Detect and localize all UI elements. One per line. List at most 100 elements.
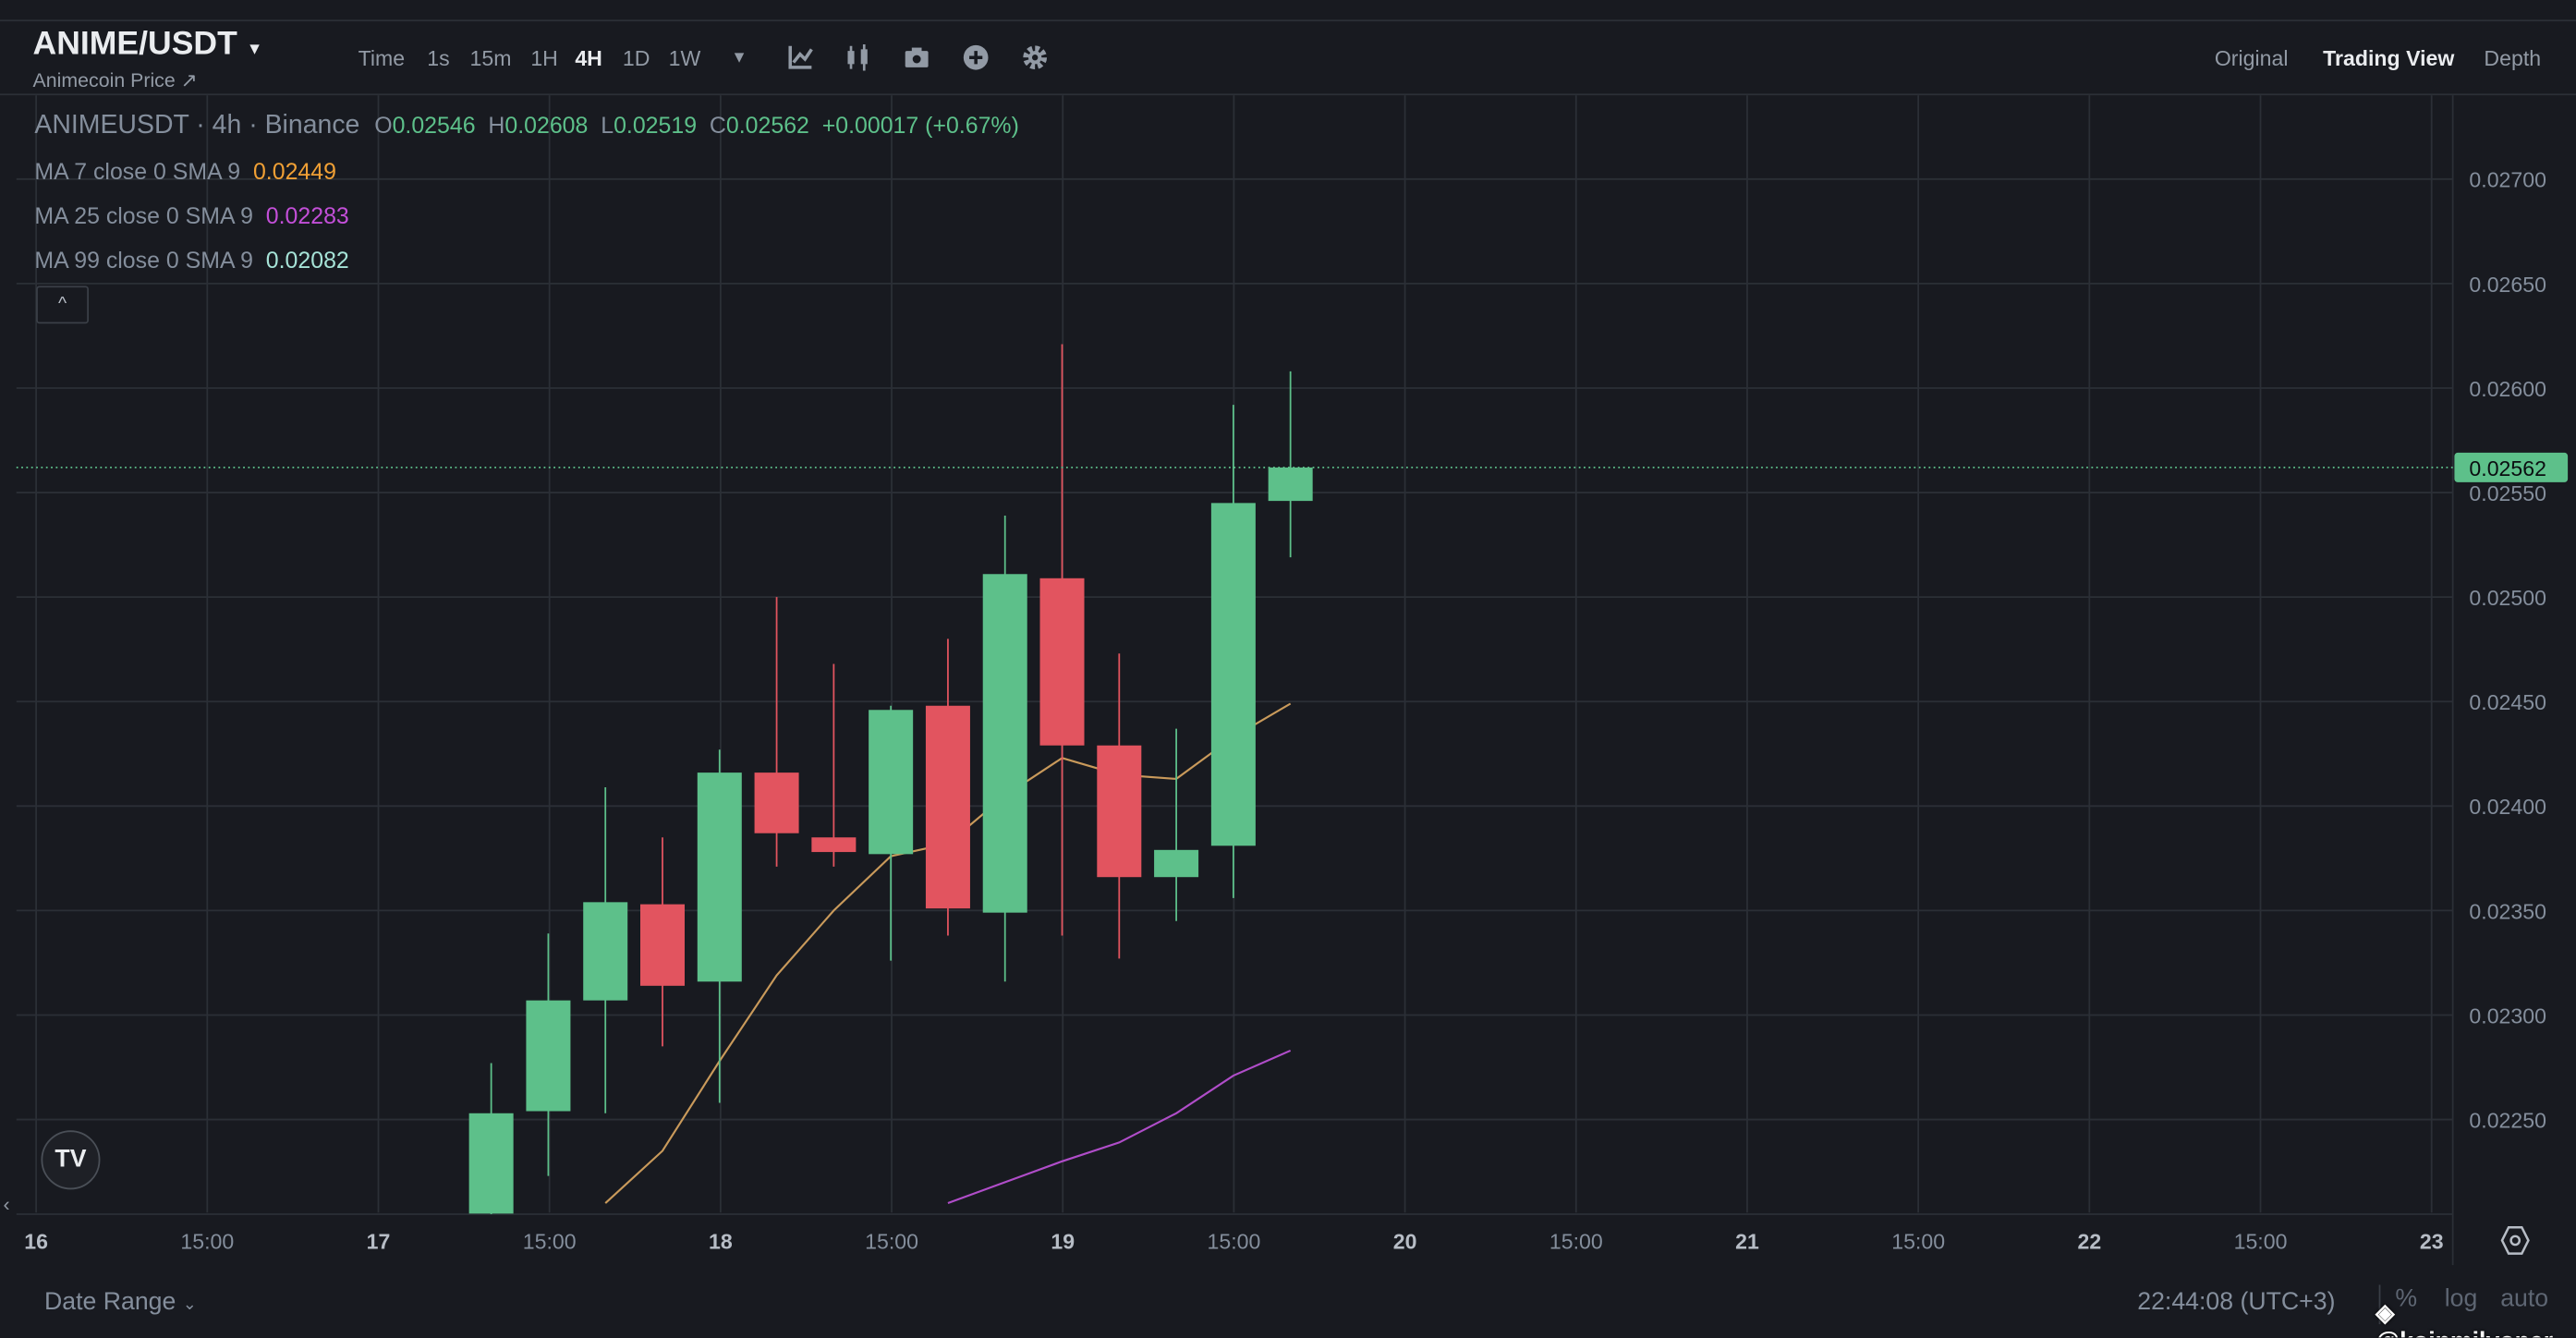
y-tick-label: 0.02550: [2469, 481, 2546, 505]
tab-time[interactable]: Time: [358, 45, 406, 71]
ma99-legend[interactable]: MA 99 close 0 SMA 9 0.02082: [34, 247, 348, 273]
candlestick-chart[interactable]: 0.02700 0.02650 0.02600 0.02550 0.02500 0.024…: [0, 95, 2576, 1278]
x-tick-label: 15:00: [180, 1229, 234, 1253]
coin-price-link[interactable]: Animecoin Price ↗: [32, 68, 198, 92]
camera-icon[interactable]: [902, 43, 931, 72]
caret-down-icon: ▼: [246, 41, 263, 60]
tab-1d[interactable]: 1D: [622, 45, 650, 71]
current-price-label: 0.02562: [2469, 456, 2546, 480]
candle-down: [1097, 745, 1142, 878]
auto-toggle[interactable]: auto: [2500, 1284, 2549, 1313]
x-tick-label: 23: [2420, 1229, 2444, 1253]
candle-type-icon[interactable]: [843, 43, 872, 72]
percent-toggle[interactable]: %: [2395, 1284, 2418, 1313]
date-range-button[interactable]: Date Range ⌄: [44, 1288, 197, 1316]
x-tick-label: 15:00: [1891, 1229, 1945, 1253]
y-tick-label: 0.02300: [2469, 1004, 2546, 1028]
ma25-legend[interactable]: MA 25 close 0 SMA 9 0.02283: [34, 202, 348, 228]
gear-icon[interactable]: [1020, 43, 1050, 72]
tab-15m[interactable]: 15m: [469, 45, 512, 71]
y-tick-label: 0.02700: [2469, 168, 2546, 192]
watermark-text: @koinmilyoner: [2376, 1328, 2553, 1338]
x-tick-label: 21: [1735, 1229, 1759, 1253]
candle-up: [982, 574, 1027, 913]
plus-circle-icon[interactable]: [961, 43, 990, 72]
collapse-legend-button[interactable]: ^: [36, 286, 90, 324]
ma25-value: 0.02283: [265, 201, 349, 229]
close-value: 0.02562: [725, 111, 809, 139]
pair-title: ANIME/USDT: [32, 26, 237, 63]
view-original[interactable]: Original: [2214, 45, 2289, 71]
ma7-value: 0.02449: [252, 157, 336, 185]
clock: 22:44:08 (UTC+3): [2137, 1287, 2336, 1317]
indicator-icon[interactable]: [785, 43, 815, 72]
candle-down: [754, 772, 799, 833]
view-depth[interactable]: Depth: [2484, 45, 2542, 71]
x-tick-label: 20: [1393, 1229, 1417, 1253]
x-tick-label: 15:00: [1207, 1229, 1260, 1253]
y-tick-label: 0.02500: [2469, 586, 2546, 610]
open-value: 0.02546: [392, 111, 476, 139]
tab-1h[interactable]: 1H: [530, 45, 558, 71]
y-tick-label: 0.02650: [2469, 273, 2546, 297]
y-tick-label: 0.02450: [2469, 690, 2546, 714]
low-label: L: [601, 111, 614, 139]
divider: [0, 93, 2576, 96]
candle-up: [869, 710, 914, 855]
x-tick-label: 22: [2077, 1229, 2101, 1253]
candle-down: [639, 904, 686, 986]
divider: [0, 19, 2576, 22]
y-tick-label: 0.02400: [2469, 795, 2546, 819]
change-value: +0.00017 (+0.67%): [821, 111, 1019, 139]
ohlc-legend: ANIMEUSDT · 4h · Binance O0.02546 H0.026…: [34, 112, 1019, 141]
open-label: O: [374, 111, 393, 139]
ma25-line: [947, 1049, 1292, 1205]
ma25-label: MA 25 close 0 SMA 9: [34, 201, 253, 229]
candle-up: [1154, 849, 1199, 878]
tab-4h[interactable]: 4H: [575, 45, 602, 71]
candle-up: [583, 902, 628, 1001]
x-tick-label: 16: [24, 1229, 48, 1253]
tab-1w[interactable]: 1W: [668, 45, 701, 71]
current-price-badge: [2454, 452, 2569, 482]
candle-down: [925, 705, 970, 909]
low-value: 0.02519: [614, 111, 698, 139]
tradingview-logo[interactable]: TV: [41, 1130, 101, 1190]
chart-settings-icon[interactable]: [2498, 1224, 2532, 1258]
plot-area: [468, 344, 1313, 1214]
ma99-value: 0.02082: [265, 246, 349, 274]
y-tick-label: 0.02350: [2469, 899, 2546, 923]
candle-up: [697, 772, 742, 982]
date-range-label: Date Range: [44, 1287, 176, 1317]
x-tick-label: 19: [1051, 1229, 1075, 1253]
divider: [2378, 1284, 2381, 1325]
view-trading-view[interactable]: Trading View: [2323, 45, 2455, 71]
ma99-label: MA 99 close 0 SMA 9: [34, 246, 253, 274]
x-tick-label: 15:00: [1549, 1229, 1603, 1253]
timeframe-dropdown-icon[interactable]: ▼: [731, 49, 747, 67]
watermark: ◈ @koinmilyoner: [2376, 1298, 2576, 1338]
candle-down: [1039, 578, 1085, 746]
high-value: 0.02608: [504, 111, 589, 139]
x-tick-label: 17: [367, 1229, 391, 1253]
tab-1s[interactable]: 1s: [427, 45, 450, 71]
ma7-legend[interactable]: MA 7 close 0 SMA 9 0.02449: [34, 158, 336, 184]
high-label: H: [488, 111, 505, 139]
candle-up: [1268, 467, 1313, 502]
x-tick-label: 15:00: [523, 1229, 577, 1253]
x-tick-label: 18: [709, 1229, 733, 1253]
scroll-left-icon[interactable]: ‹: [3, 1192, 10, 1216]
y-tick-label: 0.02600: [2469, 377, 2546, 401]
log-toggle[interactable]: log: [2444, 1284, 2478, 1313]
candle-up: [468, 1113, 514, 1214]
candle-down: [811, 837, 857, 853]
ma7-label: MA 7 close 0 SMA 9: [34, 157, 241, 185]
x-tick-label: 15:00: [865, 1229, 918, 1253]
candle-up: [526, 1000, 571, 1112]
chevron-down-icon: ⌄: [182, 1295, 197, 1315]
close-label: C: [709, 111, 726, 139]
pair-selector[interactable]: ANIME/USDT ▼: [33, 26, 263, 64]
x-tick-label: 15:00: [2234, 1229, 2288, 1253]
binance-logo-icon: ◈: [2376, 1299, 2395, 1328]
